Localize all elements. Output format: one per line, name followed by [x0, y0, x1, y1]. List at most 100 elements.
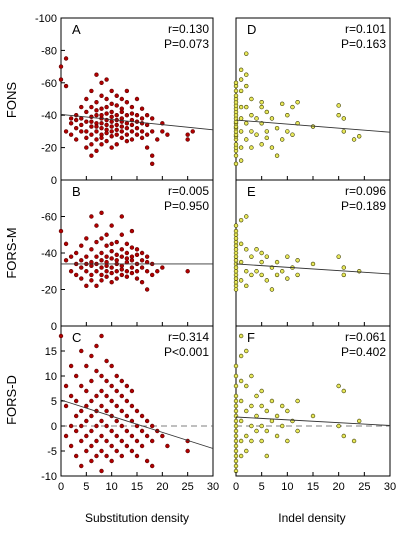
data-point: [119, 247, 125, 252]
data-point: [129, 104, 135, 110]
data-point: [134, 276, 140, 281]
data-point: [104, 263, 109, 268]
data-point: [129, 137, 135, 142]
data-point: [94, 254, 99, 259]
data-point: [249, 272, 254, 278]
data-point: [109, 109, 114, 115]
data-point: [139, 116, 145, 121]
data-point: [238, 88, 244, 94]
data-point: [254, 428, 259, 434]
data-point: [238, 398, 244, 404]
data-point: [99, 403, 104, 409]
data-point: [104, 130, 109, 136]
data-point: [79, 438, 84, 444]
r-value: r=0.005: [168, 184, 209, 198]
data-point: [233, 398, 239, 404]
data-point: [259, 100, 264, 105]
y-tick-label: -20: [41, 285, 57, 297]
data-point: [155, 269, 160, 274]
data-point: [109, 270, 114, 276]
data-point: [114, 142, 119, 147]
data-point: [79, 408, 84, 414]
data-point: [109, 428, 114, 434]
p-value: P=0.073: [164, 37, 209, 51]
x-tick-label: 5: [83, 481, 89, 493]
data-point: [233, 236, 239, 241]
data-point: [160, 433, 165, 439]
data-point: [109, 223, 114, 228]
data-point: [114, 269, 119, 274]
data-point: [114, 132, 119, 137]
data-point: [89, 214, 94, 219]
data-point: [139, 121, 145, 126]
data-point: [185, 448, 190, 454]
data-point: [89, 458, 94, 464]
data-point: [84, 109, 89, 115]
data-point: [244, 83, 249, 89]
regression-line: [235, 119, 391, 133]
data-point: [129, 270, 135, 276]
data-point: [233, 433, 239, 439]
data-point: [134, 132, 140, 137]
data-point: [89, 124, 94, 129]
data-point: [254, 393, 259, 399]
data-point: [244, 137, 249, 142]
data-point: [84, 145, 89, 150]
data-point: [139, 413, 145, 419]
data-point: [109, 398, 114, 404]
y-tick-label: -100: [35, 13, 57, 25]
data-point: [139, 129, 145, 134]
data-point: [89, 104, 94, 110]
data-point: [114, 433, 119, 439]
data-point: [233, 153, 239, 158]
data-point: [238, 116, 244, 121]
panel-letter: A: [72, 22, 81, 37]
data-point: [249, 254, 254, 259]
data-point: [238, 418, 244, 424]
data-point: [295, 258, 300, 263]
data-point: [310, 413, 316, 419]
data-point: [89, 247, 94, 252]
data-point: [129, 388, 135, 394]
data-point: [94, 343, 99, 349]
data-point: [249, 96, 254, 102]
data-point: [94, 223, 99, 228]
data-point: [119, 124, 125, 129]
x-tick-label: 30: [207, 481, 219, 493]
data-point: [104, 453, 109, 459]
data-point: [233, 265, 239, 270]
data-point: [249, 145, 254, 150]
data-point: [134, 125, 140, 131]
data-point: [134, 112, 140, 118]
data-point: [114, 403, 119, 409]
data-point: [139, 265, 145, 270]
data-point: [99, 135, 104, 141]
data-point: [233, 258, 239, 263]
data-point: [336, 254, 341, 259]
data-point: [104, 104, 109, 110]
data-point: [84, 119, 89, 124]
data-point: [124, 88, 130, 94]
x-tick-label: 25: [358, 481, 370, 493]
data-point: [104, 254, 109, 259]
data-point: [84, 135, 89, 141]
data-point: [89, 278, 94, 283]
data-point: [139, 428, 145, 434]
data-point: [129, 111, 135, 116]
data-point: [124, 413, 130, 419]
data-point: [104, 77, 109, 82]
y-tick-label: 5: [51, 396, 57, 408]
data-point: [351, 438, 357, 444]
data-point: [99, 80, 104, 86]
data-point: [249, 438, 254, 444]
data-point: [68, 132, 74, 137]
data-point: [94, 239, 99, 245]
data-point: [109, 280, 114, 285]
data-point: [73, 112, 79, 118]
data-point: [104, 138, 109, 144]
y-tick-label: -20: [41, 143, 57, 155]
data-point: [63, 83, 69, 89]
r-value: r=0.096: [345, 184, 386, 198]
x-tick-label: 20: [156, 481, 168, 493]
